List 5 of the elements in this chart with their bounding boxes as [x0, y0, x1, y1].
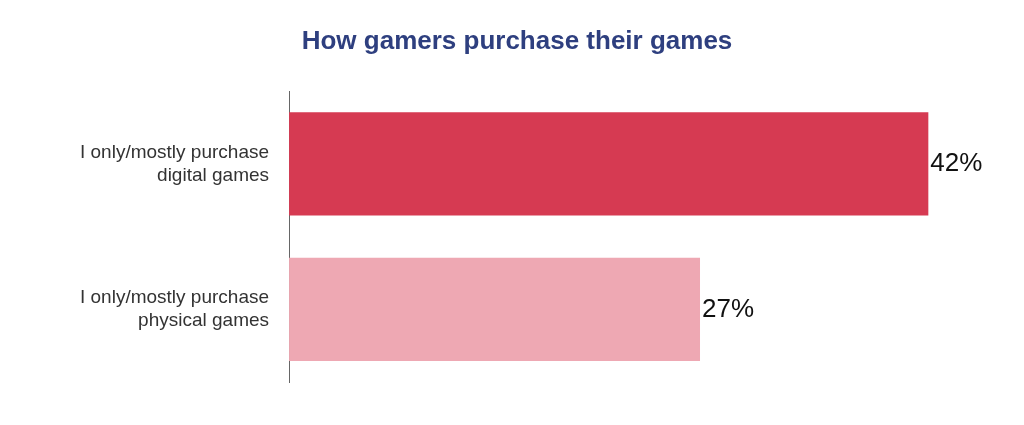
- data-label: 42%: [930, 147, 983, 178]
- data-label: 27%: [702, 292, 755, 323]
- y-tick-label: I only/mostly purchase digital games: [79, 140, 270, 185]
- y-tick-label: I only/mostly purchase physical games: [79, 286, 270, 331]
- chart-title: How gamers purchase their games: [301, 24, 733, 55]
